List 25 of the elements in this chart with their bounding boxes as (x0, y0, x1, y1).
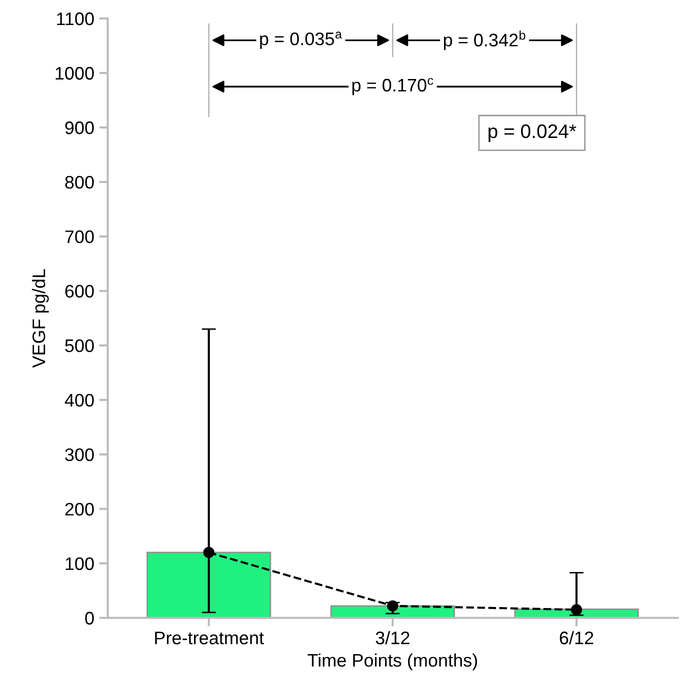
y-tick-label: 800 (65, 176, 94, 189)
point (387, 600, 398, 612)
x-axis-title: Time Points (months) (308, 653, 478, 670)
x-tick-label: 3/12 (376, 631, 410, 644)
point (570, 604, 582, 616)
y-tick-label: 100 (66, 557, 94, 570)
bar (146, 552, 272, 618)
annotation: p = 0.024* (488, 124, 576, 142)
annotation: p = 0.342$^{b}$ (444, 30, 526, 50)
annotation: p = 0.035$^{a}$ (260, 32, 342, 49)
y-tick-label: 0 (85, 612, 94, 625)
y-tick-label: 600 (65, 284, 94, 298)
y-tick-label: 400 (64, 394, 94, 407)
annotation: p = 0.170$^{c}$ (352, 78, 434, 96)
x-tick-label: 6/12 (560, 631, 594, 644)
y-tick-label: 1000 (56, 66, 94, 80)
x-tick-label: Pre-treatment (155, 632, 264, 644)
point (203, 546, 214, 558)
y-tick-label: 700 (65, 230, 94, 244)
y-tick-label: 1100 (57, 12, 94, 26)
y-axis-title: VEGF pg/dL (32, 269, 49, 368)
y-tick-label: 200 (65, 502, 94, 516)
y-tick-label: 500 (65, 339, 94, 352)
y-tick-label: 900 (65, 121, 94, 134)
y-tick-label: 300 (65, 448, 94, 462)
